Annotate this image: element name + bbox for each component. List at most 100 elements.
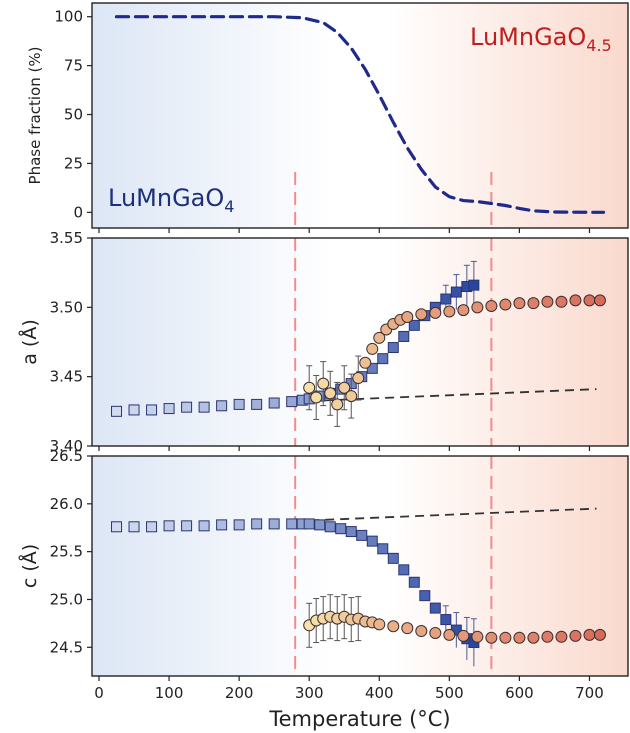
data-point-square bbox=[440, 614, 452, 626]
y-tick-label: 25 bbox=[64, 154, 83, 172]
data-point-square bbox=[233, 519, 245, 531]
data-point-square bbox=[251, 518, 263, 530]
panel-background bbox=[92, 3, 628, 228]
data-point-circle bbox=[401, 311, 414, 324]
data-point-square bbox=[408, 319, 420, 331]
x-tick-label: 700 bbox=[575, 684, 604, 702]
y-tick-label: 75 bbox=[64, 57, 83, 75]
data-point-square bbox=[440, 293, 452, 305]
data-point-square bbox=[356, 529, 368, 541]
panel-3: 24.5 25.0 25.5 26.0 26.5 0 100 200 300 400 500 600 7… bbox=[18, 447, 629, 702]
data-point-circle bbox=[373, 331, 386, 344]
data-point-circle bbox=[415, 625, 428, 638]
y-axis-label: Phase fraction (%) bbox=[26, 47, 44, 185]
data-point-circle bbox=[359, 356, 372, 369]
panel-background bbox=[92, 456, 628, 676]
data-point-circle bbox=[310, 391, 323, 404]
x-tick-label: 0 bbox=[94, 684, 104, 702]
y-tick-label: 24.5 bbox=[50, 638, 83, 656]
data-point-circle bbox=[387, 620, 400, 633]
data-point-circle bbox=[485, 631, 498, 644]
data-point-circle bbox=[499, 298, 512, 311]
data-point-square bbox=[408, 576, 420, 588]
y-tick-label: 3.50 bbox=[50, 298, 83, 316]
data-point-circle bbox=[583, 294, 596, 307]
data-point-circle bbox=[583, 628, 596, 641]
y-tick-label: 26.0 bbox=[50, 495, 83, 513]
data-point-circle bbox=[471, 630, 484, 643]
data-point-square bbox=[345, 526, 357, 538]
data-point-square bbox=[366, 535, 378, 547]
y-tick-label: 3.45 bbox=[50, 368, 83, 386]
data-point-circle bbox=[352, 372, 365, 385]
data-point-square bbox=[377, 353, 389, 365]
data-point-square bbox=[398, 564, 410, 576]
data-point-square bbox=[398, 330, 410, 342]
x-tick-label: 400 bbox=[365, 684, 394, 702]
data-point-circle bbox=[317, 377, 330, 390]
data-point-circle bbox=[555, 630, 568, 643]
data-point-square bbox=[387, 342, 399, 354]
data-point-square bbox=[198, 520, 210, 532]
data-point-circle bbox=[513, 631, 526, 644]
phase-label-right: LuMnGaO4.5 bbox=[470, 23, 612, 55]
data-point-circle bbox=[415, 308, 428, 321]
data-point-circle bbox=[345, 390, 358, 403]
y-tick-label: 3.55 bbox=[50, 229, 83, 247]
data-point-square bbox=[468, 279, 480, 291]
data-point-circle bbox=[457, 304, 470, 317]
data-point-circle bbox=[373, 618, 386, 631]
data-point-circle bbox=[593, 294, 606, 307]
y-axis-label: c (Å) bbox=[18, 544, 41, 588]
data-point-square bbox=[216, 400, 228, 412]
phase-fraction-line bbox=[114, 15, 606, 214]
data-point-square bbox=[303, 518, 315, 530]
y-tick-label: 0 bbox=[73, 203, 83, 221]
y-tick-label: 50 bbox=[64, 106, 83, 124]
panel-2: 3.40 3.45 3.50 3.55 a (Å) bbox=[18, 229, 629, 455]
data-point-square bbox=[128, 521, 140, 533]
data-point-square bbox=[450, 286, 462, 298]
panel-background bbox=[92, 238, 628, 446]
data-point-circle bbox=[593, 628, 606, 641]
data-point-circle bbox=[541, 295, 554, 308]
data-point-circle bbox=[569, 294, 582, 307]
data-point-circle bbox=[499, 631, 512, 644]
data-point-circle bbox=[429, 306, 442, 319]
data-point-circle bbox=[366, 342, 379, 355]
data-point-square bbox=[146, 404, 158, 416]
data-point-circle bbox=[443, 305, 456, 318]
x-tick-label: 500 bbox=[435, 684, 464, 702]
data-point-square bbox=[233, 398, 245, 410]
data-point-circle bbox=[527, 297, 540, 310]
data-point-square bbox=[251, 398, 263, 410]
data-point-square bbox=[314, 519, 326, 531]
data-point-circle bbox=[457, 629, 470, 642]
y-axis-label: a (Å) bbox=[18, 319, 41, 365]
data-point-square bbox=[286, 518, 298, 530]
x-axis-label: Temperature (°C) bbox=[268, 707, 450, 731]
data-point-circle bbox=[569, 629, 582, 642]
panel-frame bbox=[91, 455, 629, 677]
panel-1: 0 25 50 75 100 Phase fraction (%) bbox=[26, 2, 629, 233]
data-point-square bbox=[198, 401, 210, 413]
data-point-square bbox=[146, 521, 158, 533]
data-point-circle bbox=[541, 630, 554, 643]
data-point-square bbox=[268, 397, 280, 409]
data-point-circle bbox=[485, 299, 498, 312]
data-point-square bbox=[377, 543, 389, 555]
trend-line bbox=[295, 507, 597, 522]
panel-frame bbox=[91, 237, 629, 447]
x-tick-label: 200 bbox=[225, 684, 254, 702]
data-point-square bbox=[163, 520, 175, 532]
phase-label-left: LuMnGaO4 bbox=[108, 184, 234, 216]
panel-frame bbox=[91, 2, 629, 229]
y-tick-label: 25.5 bbox=[50, 543, 83, 561]
data-point-circle bbox=[527, 631, 540, 644]
data-point-circle bbox=[471, 301, 484, 314]
data-point-circle bbox=[338, 381, 351, 394]
data-point-circle bbox=[401, 622, 414, 635]
data-point-square bbox=[419, 590, 431, 602]
x-tick-label: 300 bbox=[295, 684, 324, 702]
